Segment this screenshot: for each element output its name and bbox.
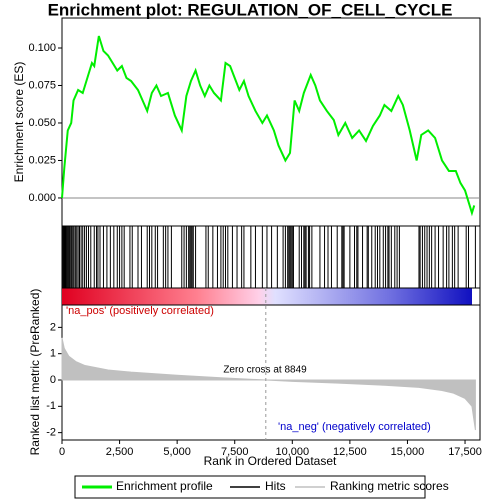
y-tick-label: -1: [46, 400, 56, 412]
metric-area: [61, 337, 476, 431]
y-tick-label: 0.075: [28, 79, 56, 91]
x-tick-label: 0: [59, 446, 65, 458]
y-tick-label: 0.050: [28, 117, 56, 129]
enrichment-line: [61, 35, 476, 217]
y-tick-label: 0.025: [28, 154, 56, 166]
color-bar: [62, 288, 472, 305]
y-tick-label: 0: [50, 374, 56, 386]
x-tick-label: 17,500: [448, 446, 482, 458]
x-tick-label: 2,500: [106, 446, 134, 458]
x-tick-label: 7,500: [221, 446, 249, 458]
legend-label: Enrichment profile: [116, 479, 213, 493]
y-tick-label: -2: [46, 427, 56, 439]
x-tick-label: 15,000: [391, 446, 425, 458]
x-tick-label: 5,000: [163, 446, 191, 458]
y-tick-label: 0.000: [28, 192, 56, 204]
frame: [61, 17, 481, 441]
y-axis-label: Ranked list metric (PreRanked): [28, 289, 42, 456]
y-axis-label: Enrichment score (ES): [12, 62, 26, 183]
y-tick-label: 0.100: [28, 42, 56, 54]
chart-title: Enrichment plot: REGULATION_OF_CELL_CYCL…: [48, 0, 453, 19]
legend-label: Hits: [265, 479, 286, 493]
x-tick-label: 12,500: [333, 446, 367, 458]
x-tick-label: 10,000: [275, 446, 309, 458]
annotation: 'na_pos' (positively correlated): [66, 305, 214, 317]
y-tick-label: 1: [50, 348, 56, 360]
y-tick-label: 2: [50, 321, 56, 333]
annotation: 'na_neg' (negatively correlated): [278, 421, 431, 433]
legend-label: Ranking metric scores: [330, 479, 449, 493]
x-axis-label: Rank in Ordered Dataset: [204, 454, 337, 468]
annotation: Zero cross at 8849: [223, 365, 307, 376]
